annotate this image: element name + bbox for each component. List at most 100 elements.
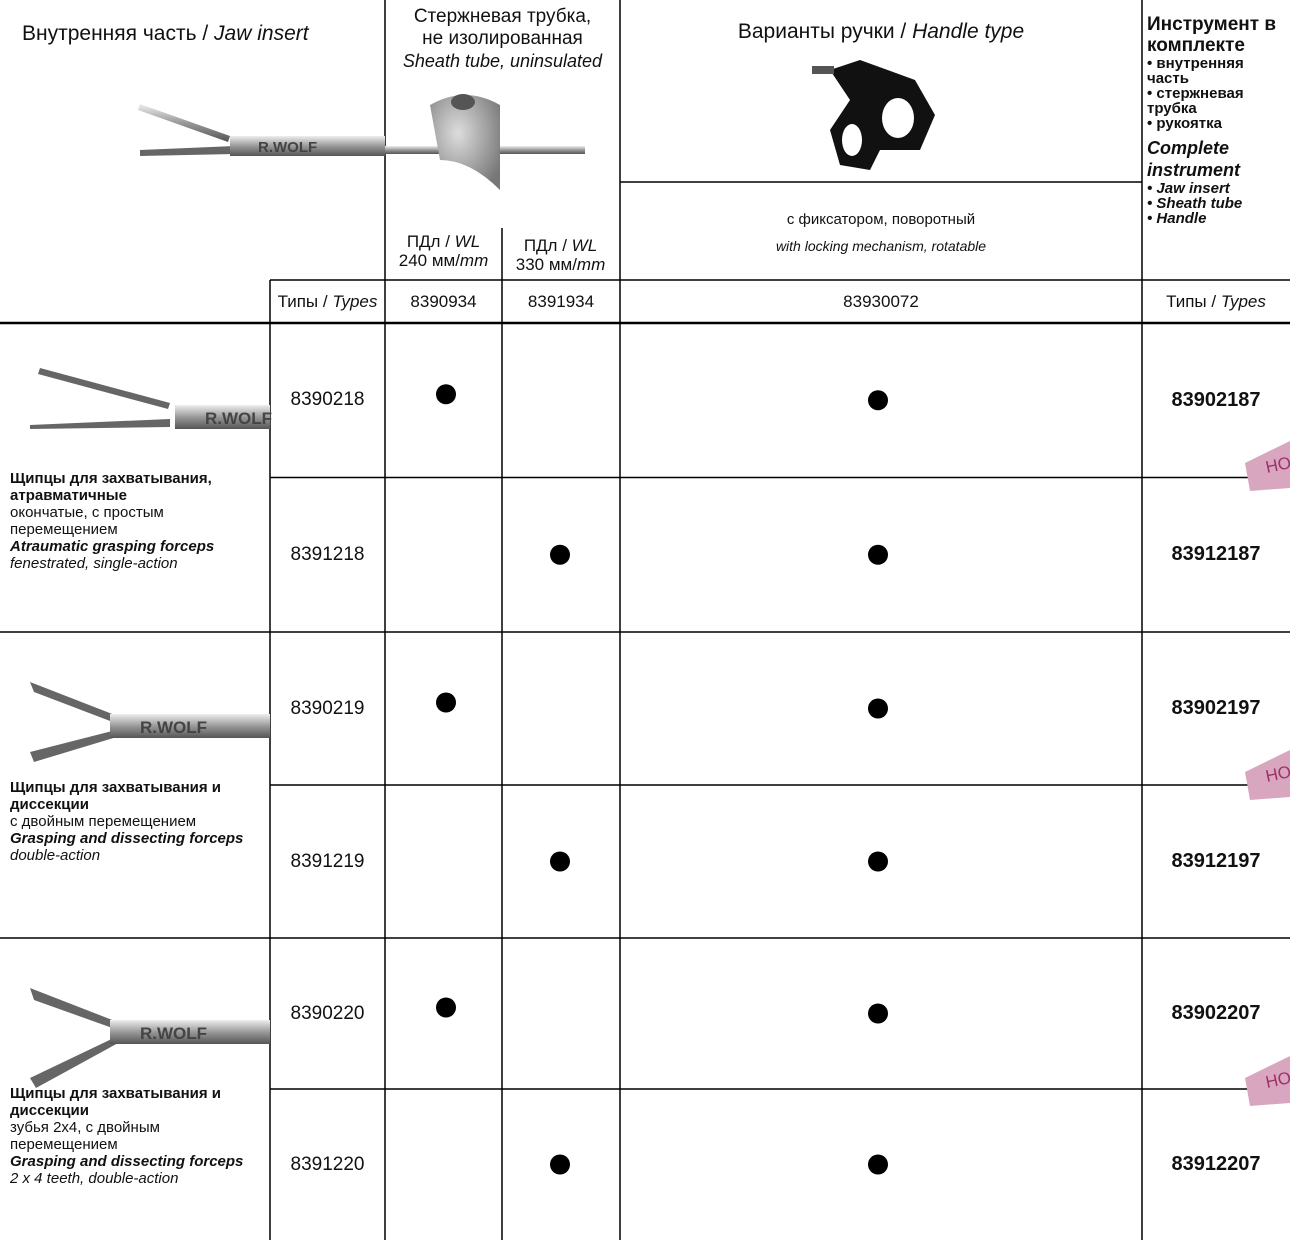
- sheath-header: Стержневая трубка, не изолированная Shea…: [385, 6, 620, 73]
- dot: [868, 544, 888, 565]
- desc-en: 2 x 4 teeth, double-action: [10, 1170, 179, 1187]
- handle-image: [812, 60, 935, 170]
- jaw-image: [30, 988, 120, 1088]
- jaw-image: [30, 368, 170, 429]
- wl-ru: ПДл /: [406, 232, 450, 251]
- complete-code: 83912197: [1171, 850, 1261, 872]
- jaw-insert-image: R.WOLF: [138, 104, 385, 156]
- handle-desc-en: with locking mechanism, rotatable: [775, 238, 987, 254]
- complete-code: 83902187: [1171, 388, 1261, 411]
- desc-title: Щипцы для захватывания и диссекции: [10, 1085, 221, 1119]
- description: Щипцы для захватывания, атравматичные око…: [10, 470, 268, 572]
- jaw-image: [110, 714, 270, 738]
- wl-label: ПДл / WL 330 мм/mm: [502, 236, 619, 274]
- description: Щипцы для захватывания и диссекции зубья …: [10, 1085, 268, 1187]
- type-code: 8391218: [290, 543, 365, 565]
- complete-ru: Инструмент в комплекте: [1147, 14, 1277, 56]
- handle-ru: Варианты ручки /: [737, 20, 907, 43]
- handle-desc-ru: с фиксатором, поворотный: [786, 211, 976, 228]
- dot: [868, 390, 888, 411]
- type-code: 83930072: [843, 291, 919, 311]
- desc-title-en: Grasping and dissecting forceps: [10, 830, 244, 847]
- desc-ru: с двойным перемещением: [10, 813, 197, 830]
- desc-en: double-action: [10, 847, 101, 864]
- jaw-header: Внутренняя часть / Jaw insert: [22, 22, 309, 46]
- complete-item: • стержневая трубка: [1147, 85, 1244, 117]
- type-code: 8390218: [290, 389, 365, 411]
- jaw-ru: Внутренняя часть /: [22, 22, 209, 45]
- complete-code: 83912187: [1171, 543, 1261, 566]
- desc-title: Щипцы для захватывания и диссекции: [10, 779, 221, 813]
- brand: R.WOLF: [140, 718, 207, 737]
- dot: [868, 851, 888, 872]
- types-ru: Типы /: [1166, 291, 1217, 311]
- type-code: 8390219: [290, 697, 365, 719]
- badge-text: НО: [1264, 762, 1290, 786]
- dot: [868, 1003, 888, 1024]
- badge-text: НО: [1264, 453, 1290, 477]
- jaw-en: Jaw insert: [214, 22, 309, 45]
- types-ru: Типы /: [277, 291, 328, 311]
- complete-item: • внутренняя часть: [1147, 55, 1244, 87]
- type-code: 8390220: [290, 1002, 365, 1024]
- brand: R.WOLF: [258, 139, 317, 156]
- wl-en: WL: [454, 232, 481, 251]
- jaw-image: [175, 405, 270, 429]
- badge: [1245, 750, 1290, 800]
- types-en: Types: [1220, 291, 1266, 311]
- dot: [550, 1154, 570, 1175]
- wl-unit: mm: [459, 251, 489, 270]
- sheath-image: [385, 94, 585, 190]
- dot: [868, 1154, 888, 1175]
- handle-header: Варианты ручки / Handle type: [620, 20, 1142, 44]
- type-code: 8390934: [410, 291, 477, 311]
- type-code: 8391220: [290, 1153, 365, 1175]
- wl-len: 330 мм/: [515, 255, 577, 274]
- handle-desc: с фиксатором, поворотный with locking me…: [620, 207, 1142, 260]
- complete-code: 83902197: [1171, 697, 1261, 719]
- badge: [1245, 441, 1290, 491]
- wl-en: WL: [571, 236, 598, 255]
- badge-text: НО: [1264, 1068, 1290, 1092]
- brand: R.WOLF: [205, 409, 272, 428]
- desc-ru: окончатые, с простым перемещением: [10, 504, 164, 538]
- complete-item: • Handle: [1147, 210, 1207, 227]
- wl-unit: mm: [576, 255, 606, 274]
- handle-en: Handle type: [912, 20, 1025, 43]
- brand: R.WOLF: [140, 1024, 207, 1043]
- complete-item: • Sheath tube: [1147, 195, 1243, 212]
- description: Щипцы для захватывания и диссекции с двой…: [10, 779, 268, 864]
- complete-item: • Jaw insert: [1147, 180, 1230, 197]
- complete-en: Complete instrument: [1147, 138, 1241, 180]
- dot: [868, 698, 888, 719]
- desc-title-en: Grasping and dissecting forceps: [10, 1153, 244, 1170]
- dot: [436, 384, 456, 405]
- complete-header: Инструмент в комплекте • внутренняя част…: [1147, 14, 1287, 226]
- wl-len: 240 мм/: [398, 251, 460, 270]
- type-code: 8391934: [527, 291, 595, 311]
- complete-code: 83912207: [1171, 1153, 1261, 1175]
- sheath-ru: Стержневая трубка, не изолированная: [413, 6, 592, 49]
- desc-title: Щипцы для захватывания, атравматичные: [10, 470, 212, 504]
- complete-item: • рукоятка: [1147, 115, 1222, 132]
- badge: [1245, 1056, 1290, 1106]
- desc-ru: зубья 2x4, с двойным перемещением: [10, 1119, 160, 1153]
- sheath-en: Sheath tube, uninsulated: [402, 51, 603, 71]
- dot: [550, 544, 570, 565]
- wl-ru: ПДл /: [523, 236, 567, 255]
- jaw-image: [110, 1020, 270, 1044]
- dot: [550, 851, 570, 872]
- types-label: Типы / Types: [270, 280, 385, 323]
- desc-en: fenestrated, single-action: [10, 555, 178, 572]
- wl-label: ПДл / WL 240 мм/mm: [385, 232, 502, 270]
- desc-title-en: Atraumatic grasping forceps: [10, 538, 215, 555]
- types-en: Types: [332, 291, 378, 311]
- jaw-image: [30, 682, 120, 762]
- dot: [436, 692, 456, 713]
- dot: [436, 997, 456, 1018]
- types-label: Типы / Types: [1142, 280, 1290, 323]
- complete-code: 83902207: [1171, 1002, 1261, 1024]
